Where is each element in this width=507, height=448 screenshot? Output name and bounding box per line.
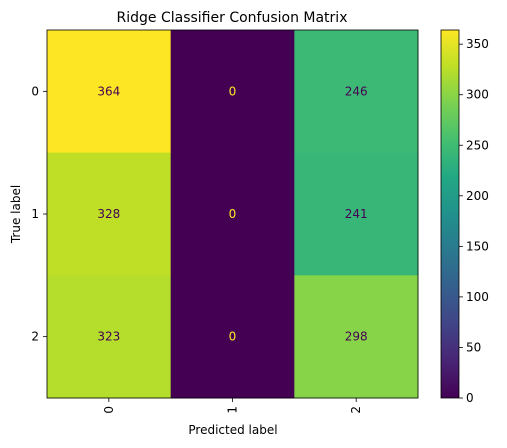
cell-value-label: 0 xyxy=(229,84,237,98)
colorbar-tick-label: 250 xyxy=(466,138,489,152)
cell-value-label: 323 xyxy=(97,330,120,344)
cell-value-label: 0 xyxy=(229,207,237,221)
colorbar-tick-label: 350 xyxy=(466,37,489,51)
matrix-cell xyxy=(294,152,419,276)
colorbar-tick-label: 200 xyxy=(466,189,489,203)
matrix-cell xyxy=(47,30,172,154)
x-tick-label: 1 xyxy=(226,406,240,414)
matrix-cell xyxy=(47,152,172,276)
colorbar-tick-label: 300 xyxy=(466,88,489,102)
colorbar-tick-labels: 0 50 100 150 200 250 300 350 xyxy=(459,37,489,405)
y-tick-label: 2 xyxy=(31,330,39,344)
cell-value-label: 364 xyxy=(97,84,120,98)
matrix-cell xyxy=(294,275,419,399)
y-tick-label: 1 xyxy=(31,207,39,221)
x-tick-label: 0 xyxy=(102,406,116,414)
matrix-cell xyxy=(170,152,295,276)
y-axis-label: True label xyxy=(9,185,23,244)
chart-title: Ridge Classifier Confusion Matrix xyxy=(117,10,348,26)
cell-value-label: 328 xyxy=(97,207,120,221)
y-tick-label: 0 xyxy=(31,84,39,98)
x-tick-labels: 0 1 2 xyxy=(102,398,363,414)
cell-value-label: 298 xyxy=(345,330,368,344)
colorbar-tick-label: 50 xyxy=(466,340,481,354)
colorbar-tick-label: 100 xyxy=(466,290,489,304)
colorbar xyxy=(440,29,460,399)
cell-value-label: 0 xyxy=(229,330,237,344)
matrix-cell xyxy=(170,275,295,399)
matrix-cell xyxy=(47,275,172,399)
cell-value-label: 241 xyxy=(345,207,368,221)
x-axis-label: Predicted label xyxy=(188,423,277,437)
matrix-cells: 364 0 246 328 0 241 323 0 298 xyxy=(47,30,419,399)
y-tick-labels: 0 1 2 xyxy=(31,84,47,344)
matrix-cell xyxy=(170,30,295,154)
matrix-cell xyxy=(294,30,419,154)
colorbar-tick-label: 0 xyxy=(466,391,474,405)
cell-value-label: 246 xyxy=(345,84,368,98)
x-tick-label: 2 xyxy=(349,406,363,414)
colorbar-tick-label: 150 xyxy=(466,239,489,253)
